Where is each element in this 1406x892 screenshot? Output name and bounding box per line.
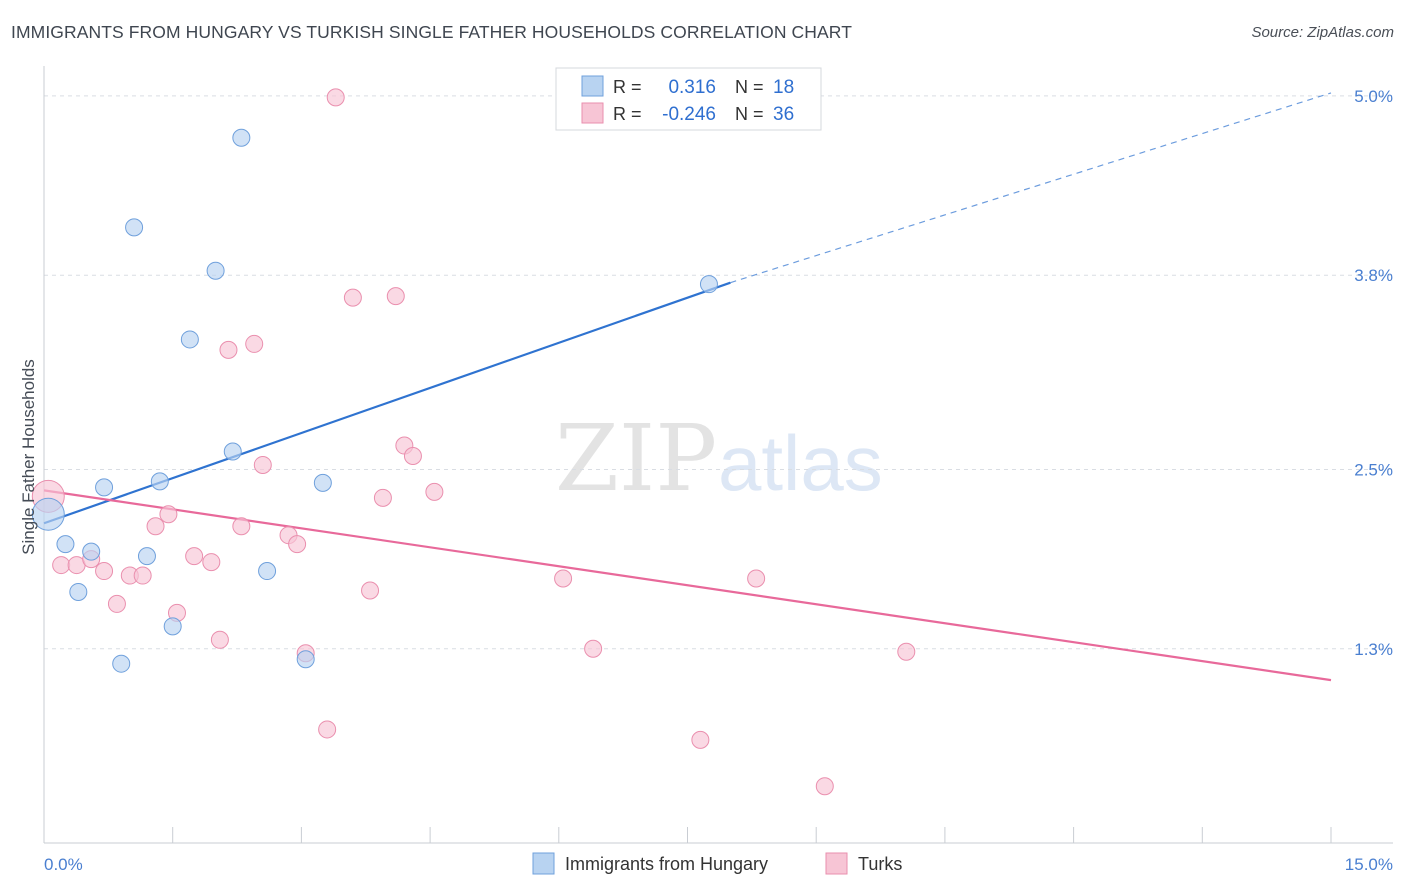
point-turks — [202, 553, 221, 572]
legend-n-value-2: 36 — [773, 104, 794, 125]
point-turks — [897, 642, 916, 661]
watermark-zip: ZIP — [555, 405, 717, 512]
point-turks — [288, 535, 307, 554]
watermark-atlas: atlas — [718, 419, 883, 507]
legend-swatch-hungary — [581, 75, 604, 97]
point-turks — [253, 455, 272, 474]
trend-lines — [43, 92, 1332, 682]
point-hungary — [137, 547, 156, 566]
bottom-legend-swatch-hungary — [532, 852, 555, 875]
y-tick-label: 5.0% — [1354, 87, 1393, 106]
point-hungary — [163, 617, 182, 636]
point-turks — [245, 334, 264, 353]
point-turks — [343, 288, 362, 307]
bottom-legend-swatch-turks — [825, 852, 848, 875]
legend-n-label-1: N = — [735, 77, 764, 97]
bottom-legend-label-hungary: Immigrants from Hungary — [565, 854, 768, 874]
x-tick-label-min: 0.0% — [44, 855, 83, 874]
bottom-legend: Immigrants from Hungary Turks — [532, 852, 902, 875]
point-hungary — [223, 442, 242, 461]
point-turks — [210, 630, 229, 649]
point-turks — [425, 482, 444, 501]
chart-title: IMMIGRANTS FROM HUNGARY VS TURKISH SINGL… — [11, 22, 853, 42]
point-turks — [326, 88, 345, 107]
point-hungary — [69, 582, 88, 601]
point-hungary — [296, 650, 315, 669]
point-hungary — [232, 128, 251, 147]
watermark: ZIP atlas — [555, 405, 883, 512]
y-tick-label: 3.8% — [1354, 266, 1393, 285]
chart-source: Source: ZipAtlas.com — [1251, 24, 1394, 41]
point-turks — [318, 720, 337, 739]
point-hungary — [699, 275, 718, 294]
trend-line-turks — [43, 489, 1332, 682]
legend: R = 0.316 N = 18 R = -0.246 N = 36 — [555, 67, 822, 131]
point-turks — [386, 287, 405, 306]
point-hungary — [95, 478, 114, 497]
point-turks — [159, 505, 178, 524]
point-turks — [815, 777, 834, 796]
point-hungary — [313, 473, 332, 492]
point-turks — [747, 569, 766, 588]
y-tick-label: 1.3% — [1354, 640, 1393, 659]
legend-r-label-2: R = — [613, 104, 642, 124]
point-hungary — [180, 330, 199, 349]
point-turks — [95, 562, 114, 581]
legend-n-value-1: 18 — [773, 77, 794, 98]
point-turks — [691, 730, 710, 749]
point-turks — [107, 594, 126, 613]
point-turks — [403, 446, 422, 465]
y-axis-label: Single Father Households — [19, 359, 38, 555]
legend-r-label-1: R = — [613, 77, 642, 97]
axes: 1.3% 2.5% 3.8% 5.0% — [43, 66, 1393, 844]
legend-n-label-2: N = — [735, 104, 764, 124]
point-turks — [584, 639, 603, 658]
y-tick-label: 2.5% — [1354, 460, 1393, 479]
point-hungary — [31, 497, 65, 531]
legend-r-value-1: 0.316 — [668, 77, 716, 98]
trend-line-hungary-extension — [730, 92, 1332, 284]
point-turks — [146, 517, 165, 536]
point-hungary — [150, 472, 169, 491]
legend-swatch-turks — [581, 102, 604, 124]
point-turks — [232, 517, 251, 536]
x-tick-label-max: 15.0% — [1345, 855, 1393, 874]
legend-r-value-2: -0.246 — [662, 104, 716, 125]
point-turks — [185, 547, 204, 566]
point-hungary — [258, 562, 277, 581]
point-hungary — [56, 535, 75, 554]
bottom-legend-label-turks: Turks — [858, 854, 902, 874]
point-turks — [52, 556, 71, 575]
point-turks — [361, 581, 380, 600]
point-hungary — [206, 261, 225, 280]
gridlines — [44, 95, 1393, 650]
point-hungary — [112, 654, 131, 673]
data-points — [31, 88, 916, 796]
point-turks — [554, 569, 573, 588]
point-hungary — [125, 218, 144, 237]
point-turks — [219, 340, 238, 359]
point-hungary — [82, 542, 101, 561]
point-turks — [133, 566, 152, 585]
point-turks — [373, 488, 392, 507]
